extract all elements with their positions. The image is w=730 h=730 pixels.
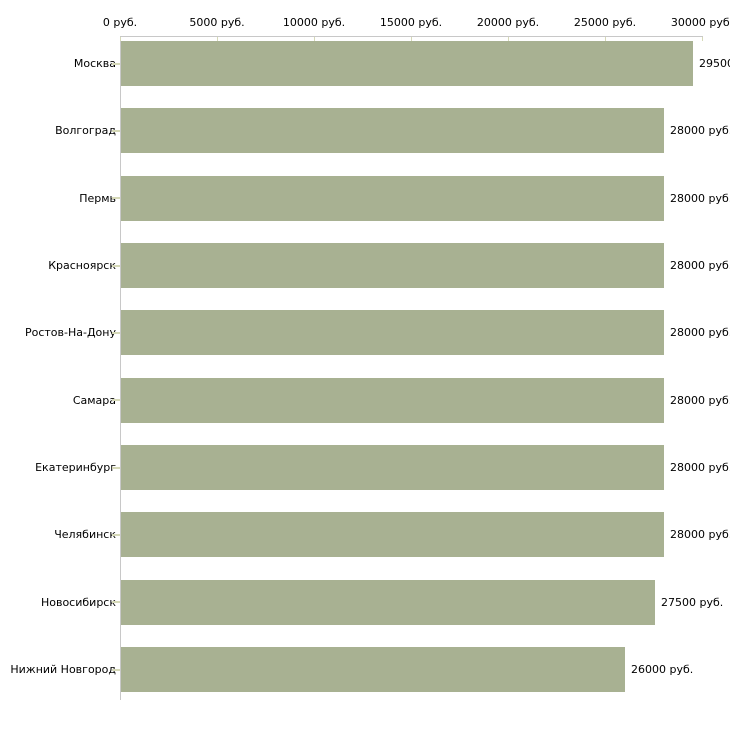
y-axis-tick xyxy=(112,669,120,671)
x-axis-tick-label: 20000 руб. xyxy=(476,16,540,29)
y-axis-category-label: Новосибирск xyxy=(40,595,116,609)
bar-value-label: 27500 руб. xyxy=(661,595,724,609)
bar xyxy=(121,41,693,86)
y-axis-category-label: Самара xyxy=(72,393,116,407)
bar-value-label: 28000 руб. xyxy=(670,191,730,205)
x-axis-tick-label: 5000 руб. xyxy=(189,16,245,29)
bar xyxy=(121,108,664,154)
y-axis-category-label: Пермь xyxy=(79,191,116,205)
x-axis-tick xyxy=(508,37,509,41)
y-axis-tick xyxy=(112,265,120,267)
bar xyxy=(121,175,664,221)
y-axis-tick xyxy=(112,63,120,65)
bar xyxy=(121,377,664,423)
y-axis-category-label: Екатеринбург xyxy=(35,461,116,475)
x-axis-tick-label: 0 руб. xyxy=(102,16,138,29)
y-axis-tick xyxy=(112,130,120,132)
x-axis-tick xyxy=(120,37,121,41)
x-axis-tick xyxy=(217,37,218,41)
y-axis-tick xyxy=(112,399,120,401)
x-axis-tick xyxy=(702,37,703,41)
bar xyxy=(121,512,664,558)
x-axis-tick-label: 10000 руб. xyxy=(282,16,346,29)
x-axis-tick-label: 25000 руб. xyxy=(573,16,637,29)
y-axis-category-label: Красноярск xyxy=(48,259,116,273)
bar-value-label: 28000 руб. xyxy=(670,259,730,273)
bar xyxy=(121,310,664,356)
x-axis-tick xyxy=(411,37,412,41)
bar-value-label: 28000 руб. xyxy=(670,528,730,542)
bar-value-label: 28000 руб. xyxy=(670,124,730,138)
bar-value-label: 28000 руб. xyxy=(670,461,730,475)
bar xyxy=(121,445,664,491)
bar xyxy=(121,647,625,693)
y-axis-category-label: Нижний Новгород xyxy=(10,663,116,677)
y-axis-tick xyxy=(112,601,120,603)
x-axis-tick xyxy=(605,37,606,41)
y-axis-category-label: Москва xyxy=(73,57,116,70)
bar xyxy=(121,243,664,289)
y-axis-tick xyxy=(112,197,120,199)
y-axis-tick xyxy=(112,332,120,334)
y-axis-tick xyxy=(112,534,120,536)
x-axis-tick xyxy=(314,37,315,41)
plot-area xyxy=(120,36,703,700)
y-axis-category-label: Челябинск xyxy=(54,528,116,542)
bar-value-label: 28000 руб. xyxy=(670,326,730,340)
bar-value-label: 26000 руб. xyxy=(631,663,694,677)
bar-value-label: 29500 xyxy=(699,57,730,70)
x-axis-tick-label: 15000 руб. xyxy=(379,16,443,29)
bar xyxy=(121,579,655,625)
y-axis-category-label: Ростов-На-Дону xyxy=(24,326,116,340)
bar-value-label: 28000 руб. xyxy=(670,393,730,407)
y-axis-category-label: Волгоград xyxy=(55,124,116,138)
x-axis-tick-label: 30000 руб. xyxy=(670,16,730,29)
y-axis-tick xyxy=(112,467,120,469)
